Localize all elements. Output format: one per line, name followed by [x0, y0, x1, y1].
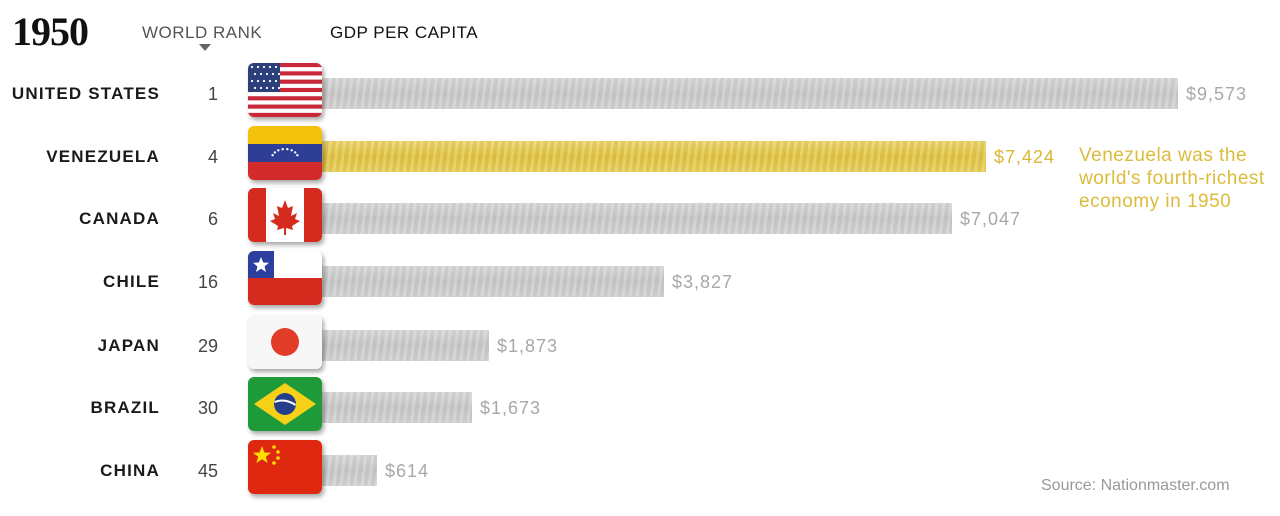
chart-title: 1950 [12, 9, 89, 54]
annotation-text: Venezuela was the world's fourth-richest… [1079, 145, 1265, 212]
us-flag-icon [248, 63, 322, 117]
value-label-canada: $7,047 [960, 209, 1022, 229]
value-label-united-states: $9,573 [1186, 84, 1248, 104]
rank-label-chile: 16 [197, 272, 218, 292]
country-label-venezuela: VENEZUELA [46, 147, 160, 166]
bar-china[interactable] [322, 455, 377, 486]
china-flag-icon [248, 440, 322, 494]
rank-label-japan: 29 [197, 336, 218, 356]
value-label-china: $614 [385, 461, 430, 481]
sort-arrow-icon[interactable] [199, 44, 211, 51]
brazil-flag-icon [248, 377, 322, 431]
rank-label-venezuela: 4 [207, 147, 218, 167]
rank-label-brazil: 30 [197, 398, 218, 418]
bar-chile[interactable] [322, 266, 664, 297]
japan-flag-icon [248, 315, 322, 369]
world-rank-header[interactable]: WORLD RANK [142, 23, 263, 42]
canada-flag-icon [248, 188, 322, 242]
bar-united-states[interactable] [322, 78, 1178, 109]
rank-label-united-states: 1 [207, 84, 218, 104]
rank-label-canada: 6 [207, 209, 218, 229]
bar-japan[interactable] [322, 330, 489, 361]
country-label-china: CHINA [100, 461, 160, 480]
rank-label-china: 45 [197, 461, 218, 481]
country-label-chile: CHILE [103, 272, 160, 291]
venezuela-flag-icon [248, 126, 322, 180]
source-note: Source: Nationmaster.com [1041, 477, 1230, 494]
gdp-per-capita-header: GDP PER CAPITA [330, 23, 479, 42]
bar-brazil[interactable] [322, 392, 472, 423]
value-label-chile: $3,827 [672, 272, 734, 292]
bar-canada[interactable] [322, 203, 952, 234]
bar-venezuela[interactable] [322, 141, 986, 172]
country-label-brazil: BRAZIL [90, 398, 160, 417]
value-label-venezuela: $7,424 [994, 147, 1056, 167]
value-label-japan: $1,873 [497, 336, 559, 356]
chile-flag-icon [248, 251, 322, 305]
country-label-canada: CANADA [79, 209, 160, 228]
country-label-united-states: UNITED STATES [11, 84, 160, 103]
country-label-japan: JAPAN [97, 336, 160, 355]
value-label-brazil: $1,673 [480, 398, 542, 418]
